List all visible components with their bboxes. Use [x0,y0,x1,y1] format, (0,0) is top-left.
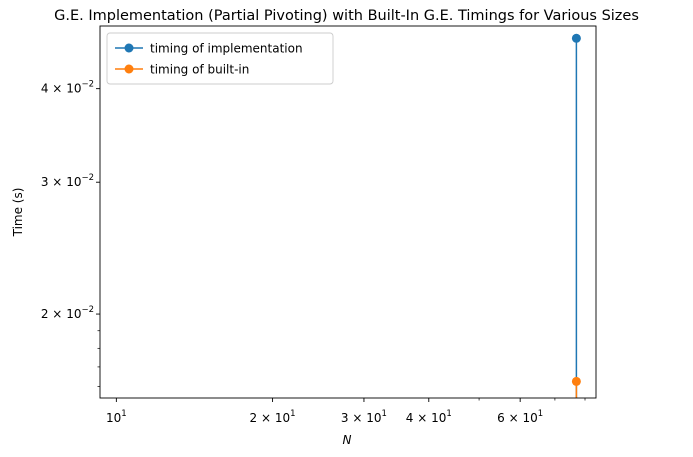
x-axis-label: N [343,433,352,447]
data-point [571,376,581,386]
chart-title: G.E. Implementation (Partial Pivoting) w… [54,8,639,24]
y-axis-label: Time (s) [11,188,25,238]
y-tick-label: 2 × 10−2 [41,305,94,321]
legend-marker [124,43,134,53]
legend: timing of implementation timing of built-… [106,32,334,85]
x-minor-ticks [478,398,586,401]
plot-frame [99,25,597,399]
y-axis-ticks: 2 × 10−2 3 × 10−2 4 × 10−2 [41,80,100,387]
legend-marker [124,64,134,74]
legend-label: timing of built-in [150,63,249,77]
y-minor-ticks [97,330,100,387]
data-point [571,33,581,43]
x-tick-label: 3 × 101 [341,409,387,425]
series-2 [571,376,581,398]
legend-item: timing of built-in [115,63,249,77]
series-layer [571,33,581,398]
legend-label: timing of implementation [150,42,303,56]
x-tick-label: 6 × 101 [497,409,543,425]
x-tick-label: 2 × 101 [250,409,296,425]
y-tick-label: 3 × 10−2 [41,173,94,189]
x-tick-label: 4 × 101 [406,409,452,425]
legend-item: timing of implementation [115,42,303,56]
x-axis-ticks: 101 2 × 101 3 × 101 4 × 101 6 × 101 [106,398,586,425]
series-1 [571,33,581,398]
y-tick-label: 4 × 10−2 [41,80,94,96]
x-tick-label: 101 [106,409,127,425]
legend-box [106,32,334,85]
